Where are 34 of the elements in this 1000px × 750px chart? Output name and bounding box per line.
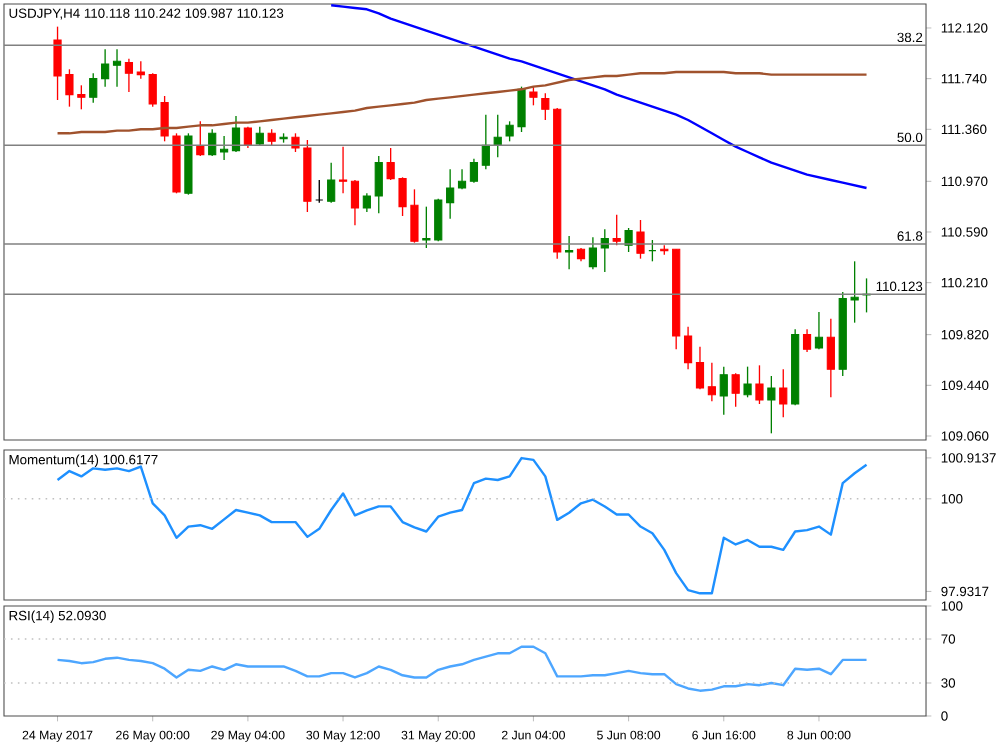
candlestick [588, 236, 598, 270]
candlestick [219, 135, 229, 161]
candlestick [767, 375, 776, 434]
candlestick [707, 361, 716, 402]
candlestick [350, 179, 360, 226]
candlestick [731, 372, 740, 408]
candlestick [469, 157, 479, 184]
candlestick [231, 115, 241, 153]
candlestick [338, 145, 348, 194]
candlestick [529, 85, 538, 106]
candlestick [565, 235, 574, 270]
candlestick [755, 364, 764, 405]
candlestick [101, 48, 110, 88]
candlestick [779, 368, 788, 418]
candlestick [826, 317, 835, 398]
candlestick [112, 48, 122, 88]
candlestick [374, 155, 383, 214]
candlestick [315, 179, 324, 204]
candlestick [124, 57, 134, 93]
candlestick [636, 219, 645, 260]
candlestick [89, 72, 98, 104]
candlestick [362, 192, 371, 213]
candlestick [802, 328, 812, 353]
candlestick [481, 113, 490, 170]
candlestick [683, 325, 693, 370]
candlestick [695, 345, 705, 390]
candlestick [814, 311, 824, 350]
candlestick [719, 365, 728, 416]
candlestick [743, 365, 752, 398]
candlestick [446, 168, 455, 220]
candlestick [208, 128, 217, 157]
candlestick [327, 161, 336, 204]
candlestick [196, 120, 205, 157]
candlestick [612, 213, 621, 246]
